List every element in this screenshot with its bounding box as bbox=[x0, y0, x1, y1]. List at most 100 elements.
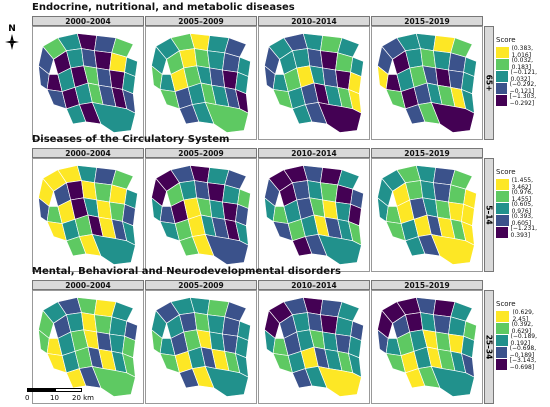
section-title: Mental, Behavioral and Neurodevelopmenta… bbox=[32, 266, 341, 277]
legend-title: Score bbox=[496, 300, 516, 308]
legend-label: (−0.698, −0.189] bbox=[509, 345, 537, 359]
map-region bbox=[335, 69, 351, 90]
legend-title: Score bbox=[496, 168, 516, 176]
legend-label: (−0.292, −0.121] bbox=[509, 81, 537, 95]
map-panel bbox=[145, 290, 257, 404]
legend-label: (−0.121, 0.032] bbox=[510, 69, 537, 83]
map-region bbox=[91, 101, 136, 133]
map-region bbox=[91, 233, 136, 265]
map-region bbox=[91, 365, 136, 397]
legend-item: (0.629, 2.45] bbox=[496, 309, 550, 323]
age-group-strip: 25–34 bbox=[484, 290, 494, 404]
map-region bbox=[222, 333, 238, 354]
score-legend: Score (1.455, 3.462] (0.976, 1.455] (0.605,… bbox=[496, 168, 550, 239]
period-strip: 2005–2009 bbox=[145, 280, 257, 290]
map-region bbox=[94, 314, 113, 335]
legend-swatch bbox=[496, 202, 509, 214]
map-region bbox=[320, 50, 339, 71]
choropleth-map bbox=[377, 297, 477, 397]
period-strip: 2015–2019 bbox=[371, 148, 483, 158]
map-panel bbox=[371, 290, 483, 404]
period-strip: 2010–2014 bbox=[258, 16, 370, 26]
legend-swatch bbox=[496, 310, 510, 322]
legend-item: (0.976, 1.455] bbox=[496, 189, 550, 203]
map-region bbox=[448, 333, 464, 354]
legend-swatch bbox=[496, 82, 507, 94]
legend-item: (1.455, 3.462] bbox=[496, 177, 550, 191]
map-region bbox=[222, 69, 238, 90]
score-legend: Score (0.629, 2.45] (0.392, 0.629] (−0.189,… bbox=[496, 300, 550, 371]
map-region bbox=[335, 201, 351, 222]
legend-swatch bbox=[496, 58, 509, 70]
legend-label: (0.032, 0.183] bbox=[511, 57, 533, 71]
map-region bbox=[317, 365, 362, 397]
legend-label: (0.393, 0.605] bbox=[511, 213, 533, 227]
legend-label: (−0.189, 0.192] bbox=[510, 333, 537, 347]
legend-item: (0.383, 1.016] bbox=[496, 45, 550, 59]
map-region bbox=[320, 314, 339, 335]
map-panel bbox=[371, 26, 483, 140]
period-strip: 2015–2019 bbox=[371, 16, 483, 26]
legend-swatch bbox=[496, 46, 509, 58]
map-region bbox=[448, 69, 464, 90]
legend-label: (0.629, 2.45] bbox=[512, 309, 534, 323]
period-strip: 2005–2009 bbox=[145, 16, 257, 26]
map-region bbox=[94, 182, 113, 203]
map-panel bbox=[32, 26, 144, 140]
legend-item: (0.032, 0.183] bbox=[496, 57, 550, 71]
map-region bbox=[430, 233, 475, 265]
legend-swatch bbox=[496, 190, 509, 202]
map-panel bbox=[258, 26, 370, 140]
legend-label: [−1.303, −0.292] bbox=[509, 93, 537, 107]
age-group-label: 25–34 bbox=[484, 334, 494, 360]
legend-swatch bbox=[496, 358, 507, 370]
map-panel bbox=[32, 290, 144, 404]
map-region bbox=[320, 182, 339, 203]
map-region bbox=[430, 101, 475, 133]
map-panel bbox=[258, 158, 370, 272]
map-region bbox=[317, 233, 362, 265]
age-group-strip: 5–14 bbox=[484, 158, 494, 272]
legend-swatch bbox=[496, 70, 508, 82]
map-region bbox=[204, 365, 249, 397]
legend-title: Score bbox=[496, 36, 516, 44]
legend-swatch bbox=[496, 178, 509, 190]
legend-label: (0.383, 1.016] bbox=[511, 45, 533, 59]
age-group-label: 65+ bbox=[484, 74, 494, 92]
legend-swatch bbox=[496, 334, 508, 346]
map-region bbox=[448, 201, 464, 222]
period-strip: 2005–2009 bbox=[145, 148, 257, 158]
period-strip: 2010–2014 bbox=[258, 148, 370, 158]
legend-item: (0.392, 0.629] bbox=[496, 321, 550, 335]
map-region bbox=[335, 333, 351, 354]
choropleth-map bbox=[151, 33, 251, 133]
score-legend: Score (0.383, 1.016] (0.032, 0.183] (−0.121… bbox=[496, 36, 550, 107]
legend-item: [−1.303, −0.292] bbox=[496, 93, 550, 107]
scale-segment bbox=[27, 388, 55, 392]
map-panel bbox=[145, 158, 257, 272]
legend-label: (0.392, 0.629] bbox=[511, 321, 533, 335]
legend-swatch bbox=[496, 214, 509, 226]
choropleth-map bbox=[264, 297, 364, 397]
choropleth-map bbox=[264, 165, 364, 265]
map-region bbox=[207, 182, 226, 203]
map-region bbox=[430, 365, 475, 397]
map-region bbox=[204, 101, 249, 133]
choropleth-map bbox=[38, 297, 138, 397]
map-region bbox=[222, 201, 238, 222]
map-region bbox=[204, 233, 249, 265]
legend-item: (−0.292, −0.121] bbox=[496, 81, 550, 95]
map-region bbox=[94, 50, 113, 71]
scale-label-0: 0 bbox=[25, 394, 30, 402]
age-group-strip: 65+ bbox=[484, 26, 494, 140]
north-arrow: N bbox=[4, 22, 20, 52]
choropleth-map bbox=[377, 165, 477, 265]
section-title: Diseases of the Circulatory System bbox=[32, 134, 230, 145]
legend-item: (−0.189, 0.192] bbox=[496, 333, 550, 347]
legend-item: (0.605, 0.976] bbox=[496, 201, 550, 215]
legend-label: (0.605, 0.976] bbox=[511, 201, 533, 215]
legend-label: (0.976, 1.455] bbox=[511, 189, 533, 203]
legend-label: (1.455, 3.462] bbox=[511, 177, 533, 191]
period-strip: 2000–2004 bbox=[32, 280, 144, 290]
legend-swatch bbox=[496, 346, 507, 358]
